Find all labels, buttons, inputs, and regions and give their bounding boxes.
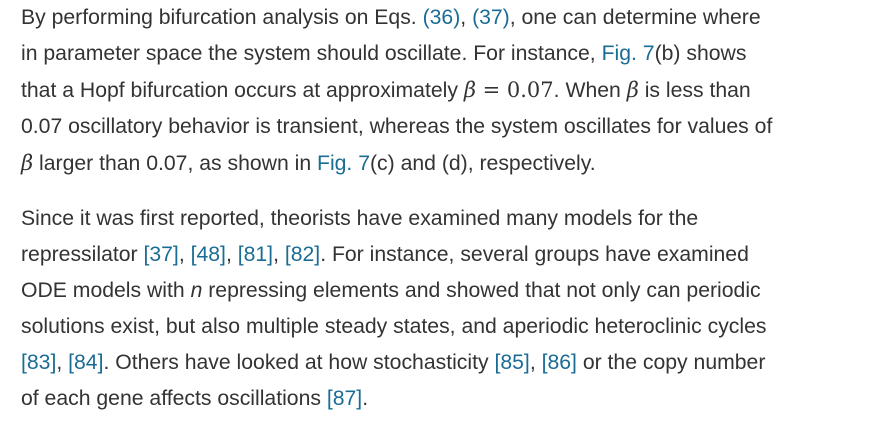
math-beta: β [627, 78, 639, 102]
text-line: that a Hopf bifurcation occurs at approx… [21, 72, 876, 109]
math-beta: β [21, 151, 34, 175]
citation-84[interactable]: [84] [68, 351, 104, 374]
text-span: . When [553, 79, 627, 102]
text-span: , [178, 243, 191, 266]
text-line: By performing bifurcation analysis on Eq… [21, 0, 876, 36]
text-line: in parameter space the system should osc… [21, 36, 876, 72]
text-line: [83], [84]. Others have looked at how st… [21, 345, 876, 381]
figure-7-link[interactable]: Fig. 7 [601, 42, 655, 65]
text-span: larger than 0.07, as shown in [33, 152, 317, 175]
text-span: 0.07 oscillatory behavior is transient, … [21, 115, 773, 138]
citation-83[interactable]: [83] [21, 351, 57, 374]
math-beta: β [463, 78, 476, 102]
math-n: n [190, 279, 203, 302]
text-span: (b) shows [654, 42, 747, 65]
citation-48[interactable]: [48] [190, 243, 226, 266]
text-span: . For instance, several groups have exam… [320, 243, 749, 266]
text-span: or the copy number [576, 351, 766, 374]
text-span: . [362, 387, 369, 410]
citation-87[interactable]: [87] [326, 387, 363, 410]
text-span: , [529, 351, 542, 374]
equation-ref-36[interactable]: (36) [422, 6, 461, 29]
text-line: Since it was first reported, theorists h… [21, 201, 876, 237]
text-span: Since it was first reported, theorists h… [21, 207, 699, 230]
citation-86[interactable]: [86] [541, 351, 577, 374]
text-line: 0.07 oscillatory behavior is transient, … [21, 109, 876, 145]
text-line: solutions exist, but also multiple stead… [21, 309, 876, 345]
citation-82[interactable]: [82] [284, 243, 321, 266]
figure-7-link[interactable]: Fig. 7 [317, 152, 370, 175]
text-span: By performing bifurcation analysis on Eq… [21, 6, 423, 29]
math-beta: β [626, 78, 639, 102]
text-line: of each gene affects oscillations [87]. [21, 381, 876, 417]
text-span: , [273, 243, 285, 266]
text-span: ODE models with [21, 279, 191, 302]
math-equals-value: = 0.07 [475, 78, 554, 102]
text-span: of each gene affects oscillations [21, 387, 327, 410]
text-span: (c) and (d), respectively. [370, 152, 596, 175]
paragraph-repressilator-models: Since it was first reported, theorists h… [21, 201, 876, 417]
paragraph-bifurcation: By performing bifurcation analysis on Eq… [21, 0, 876, 182]
equation-ref-37[interactable]: (37) [472, 6, 510, 29]
text-span: . Others have looked at how stochasticit… [103, 351, 495, 374]
text-span: solutions exist, but also multiple stead… [21, 315, 767, 338]
text-span: , [56, 351, 69, 374]
text-span: , one can determine where [509, 6, 761, 29]
citation-81[interactable]: [81] [237, 243, 274, 266]
text-line: repressilator [37], [48], [81], [82]. Fo… [21, 237, 876, 273]
citation-37[interactable]: [37] [143, 243, 179, 266]
text-line: ODE models with n repressing elements an… [21, 273, 876, 309]
citation-85[interactable]: [85] [494, 351, 530, 374]
text-span: in parameter space the system should osc… [21, 42, 602, 65]
text-span: repressing elements and showed that not … [202, 279, 761, 302]
text-span: , [225, 243, 238, 266]
text-span: repressilator [21, 243, 144, 266]
math-beta: β [21, 151, 33, 175]
text-line: β larger than 0.07, as shown in Fig. 7(c… [21, 145, 876, 182]
text-span: is less than [638, 79, 751, 102]
text-span: that a Hopf bifurcation occurs at approx… [21, 79, 464, 102]
math-beta-equation: β = 0.07 [464, 78, 554, 102]
text-span: , [460, 6, 473, 29]
article-body: By performing bifurcation analysis on Eq… [21, 0, 876, 417]
